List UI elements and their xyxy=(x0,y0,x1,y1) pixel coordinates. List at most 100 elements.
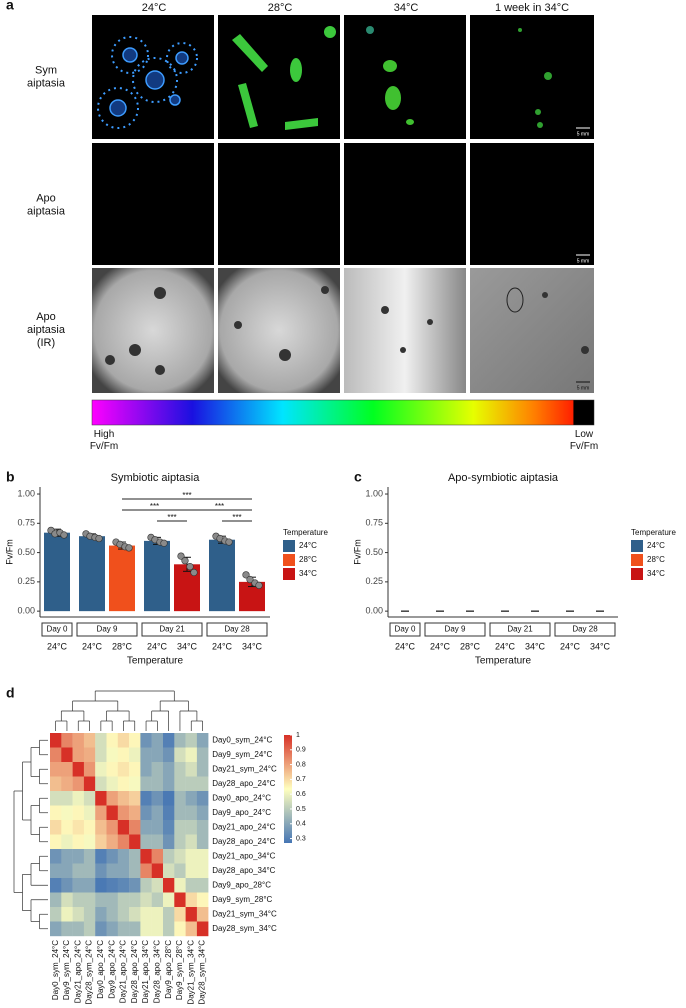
y-tick-label: 0.00 xyxy=(365,606,383,616)
heatmap-cell xyxy=(61,892,73,908)
heatmap-cell xyxy=(72,805,85,821)
photo xyxy=(470,268,594,393)
data-point xyxy=(255,581,263,589)
photo-content xyxy=(518,28,552,128)
colorbar-tick-label: 0.5 xyxy=(296,806,306,813)
heatmap-cell xyxy=(140,892,152,908)
heatmap-cell xyxy=(151,907,164,922)
photo-content xyxy=(97,36,198,129)
legend-title: Temperature xyxy=(631,528,676,537)
heatmap-cell xyxy=(196,805,209,821)
heatmap-cell xyxy=(140,921,152,937)
heatmap-cell xyxy=(151,747,164,763)
heatmap-cell xyxy=(196,892,209,908)
row-label-line: Sym xyxy=(35,64,57,76)
legend-swatch xyxy=(631,540,643,552)
facet-strip xyxy=(141,622,203,637)
heatmap-cell xyxy=(129,878,141,893)
heatmap-cell xyxy=(50,892,62,908)
facet-label: Day 9 xyxy=(97,625,118,634)
heatmap-cell xyxy=(140,733,152,748)
y-tick-label: 1.00 xyxy=(17,488,35,498)
heatmap-cell xyxy=(163,907,175,922)
heatmap-cell xyxy=(129,921,141,937)
heatmap-cell xyxy=(50,849,62,864)
x-tick-label: 28°C xyxy=(112,641,133,651)
bar xyxy=(44,532,70,612)
heatmap-cell xyxy=(83,762,96,777)
heatmap-cell xyxy=(117,863,130,879)
colorbar-label-line: Fv/Fm xyxy=(570,441,598,452)
row-label: Day21_sym_34°C xyxy=(212,909,277,918)
colorbar-tick-label: 0.6 xyxy=(296,791,306,798)
heatmap-cell xyxy=(174,776,186,792)
x-tick-label: 34°C xyxy=(525,641,546,651)
heatmap-cell xyxy=(129,907,141,922)
heatmap-cell xyxy=(95,834,107,850)
heatmap-cell xyxy=(95,921,107,937)
column-label: Day0_sym_24°C xyxy=(51,940,60,1000)
x-axis-title: Temperature xyxy=(127,656,184,667)
colorbar-tick-label: 1 xyxy=(296,732,300,739)
y-tick-label: 1.00 xyxy=(365,488,383,498)
heatmap-cell xyxy=(117,791,130,806)
column-label: Day21_sym_34°C xyxy=(186,940,195,1005)
legend-label: 24°C xyxy=(647,541,665,550)
column-label: Day9_apo_28°C xyxy=(164,940,173,999)
heatmap-cell xyxy=(174,878,186,893)
heatmap-cell xyxy=(174,805,186,821)
heatmap-cell xyxy=(50,762,62,777)
y-tick-label: 0.75 xyxy=(17,518,35,528)
heatmap-cell xyxy=(106,791,118,806)
row-label-line: aiptasia xyxy=(27,205,66,217)
y-tick-label: 0.50 xyxy=(365,547,383,557)
heatmap-cell xyxy=(83,863,96,879)
heatmap-cell xyxy=(106,762,118,777)
bar xyxy=(209,539,235,612)
heatmap-cell xyxy=(106,747,118,763)
heatmap-cell xyxy=(140,820,152,835)
heatmap-cell xyxy=(196,863,209,879)
heatmap-cell xyxy=(95,762,107,777)
bar xyxy=(144,540,170,612)
heatmap-cell xyxy=(196,907,209,922)
data-point xyxy=(60,531,68,539)
column-label: Day0_apo_24°C xyxy=(96,940,105,999)
facet-strip xyxy=(389,622,421,637)
y-tick-label: 0.00 xyxy=(17,606,35,616)
heatmap-cell xyxy=(129,791,141,806)
legend-label: 28°C xyxy=(647,555,665,564)
column-header: 34°C xyxy=(394,2,419,14)
heatmap-cell xyxy=(117,907,130,922)
x-tick-label: 34°C xyxy=(242,641,263,651)
heatmap-cell xyxy=(72,921,85,937)
heatmap-cell xyxy=(163,776,175,792)
heatmap-cell xyxy=(50,834,62,850)
data-point xyxy=(186,563,194,571)
x-tick-label: 24°C xyxy=(495,641,516,651)
row-label-line: Apo xyxy=(36,192,56,204)
photo-content xyxy=(232,26,336,130)
row-label: Day9_apo_28°C xyxy=(212,880,271,889)
heatmap-cell xyxy=(117,747,130,763)
x-tick-label: 34°C xyxy=(590,641,611,651)
heatmap-cell xyxy=(185,834,198,850)
heatmap-cell xyxy=(185,892,198,908)
facet-strip xyxy=(206,622,268,637)
heatmap-cell xyxy=(83,733,96,748)
y-axis-title: Fv/Fm xyxy=(4,539,14,565)
heatmap-cell xyxy=(106,907,118,922)
heatmap-cell xyxy=(163,892,175,908)
row-label-line: (IR) xyxy=(37,337,55,349)
column-label: Day21_apo_24°C xyxy=(119,940,128,1003)
facet-label: Day 9 xyxy=(445,625,466,634)
row-label: Day0_apo_24°C xyxy=(212,793,271,802)
photo-content xyxy=(105,286,589,375)
heatmap-cell xyxy=(174,907,186,922)
heatmap-cell xyxy=(106,921,118,937)
x-tick-label: 24°C xyxy=(430,641,451,651)
heatmap-cell xyxy=(83,921,96,937)
heatmap-cell xyxy=(61,878,73,893)
heatmap-cell xyxy=(117,849,130,864)
heatmap-cell xyxy=(185,849,198,864)
